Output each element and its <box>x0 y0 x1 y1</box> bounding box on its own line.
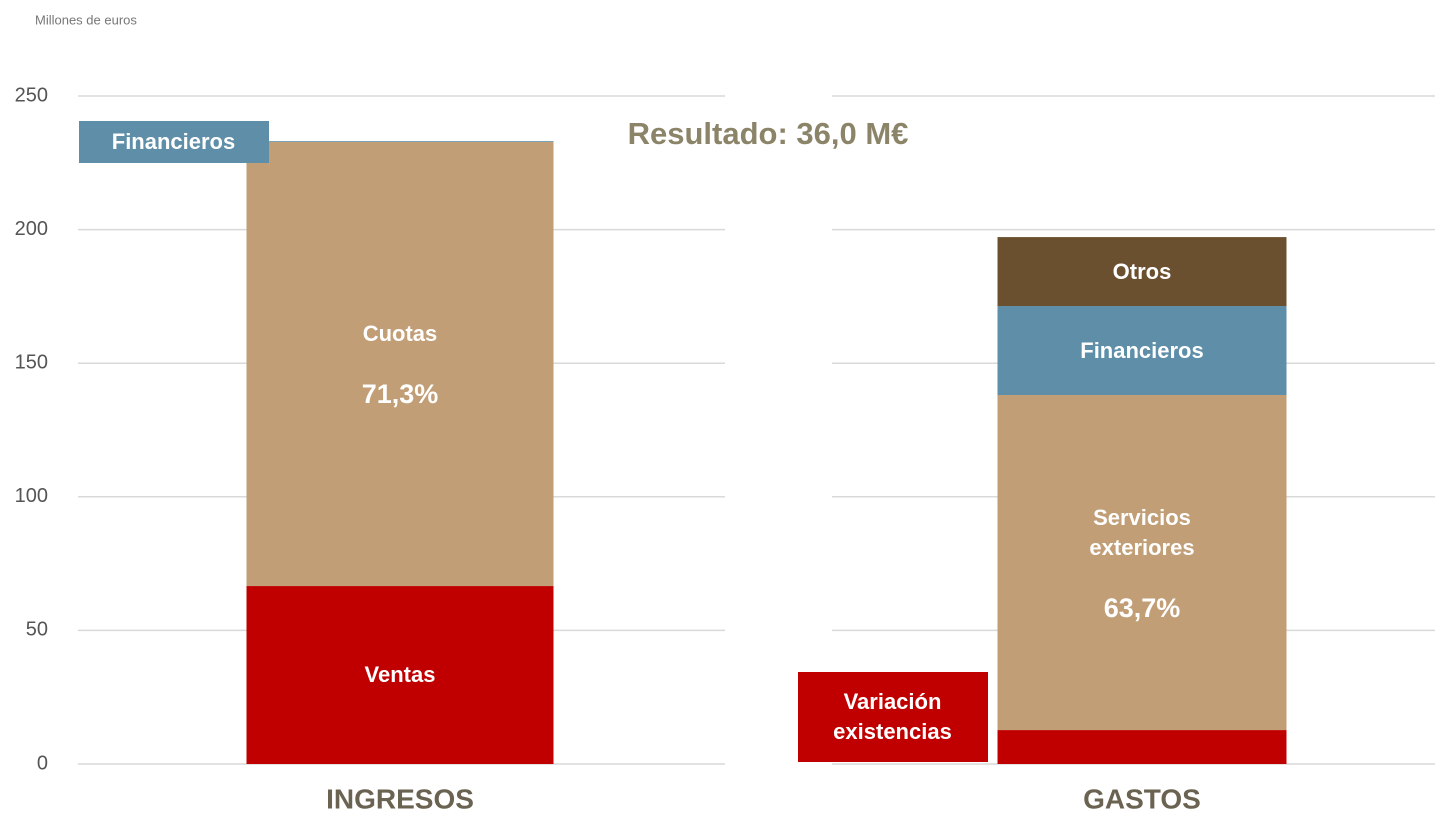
y-tick-label: 0 <box>37 752 48 774</box>
bar-segment <box>997 306 1287 395</box>
y-tick-label: 50 <box>26 619 48 641</box>
y-tick-label: 100 <box>15 485 48 507</box>
bar-segment <box>997 394 1287 731</box>
segment-label: Financieros <box>1080 337 1204 363</box>
bar-segment <box>246 141 554 587</box>
chart-subtitle: Millones de euros <box>35 12 137 27</box>
y-tick-label: 150 <box>15 351 48 373</box>
segment-label: Cuotas <box>362 321 438 346</box>
segment-percent: 71,3% <box>361 379 439 409</box>
bar-segment <box>997 237 1287 307</box>
segment-label: Servicios exteriores <box>1089 504 1195 560</box>
segment-label: Financieros <box>78 120 269 163</box>
bar-segment <box>997 730 1287 764</box>
chart-title: Resultado: 36,0 M€ <box>628 116 909 151</box>
y-tick-label: 250 <box>15 84 48 106</box>
segment-label: Otros <box>1112 258 1172 284</box>
segment-label: Variación existencias <box>797 672 988 763</box>
segment-label-text: Financieros <box>111 128 236 154</box>
segment-label-text: Variación existencias <box>833 689 952 745</box>
bar-segment <box>246 141 554 142</box>
y-tick-label: 200 <box>15 218 48 240</box>
segment-percent: 63,7% <box>1103 592 1181 623</box>
bar-segment <box>246 586 554 764</box>
segment-label: Ventas <box>364 662 436 688</box>
x-tick-label: INGRESOS <box>326 783 474 814</box>
x-tick-label: GASTOS <box>1083 783 1201 814</box>
